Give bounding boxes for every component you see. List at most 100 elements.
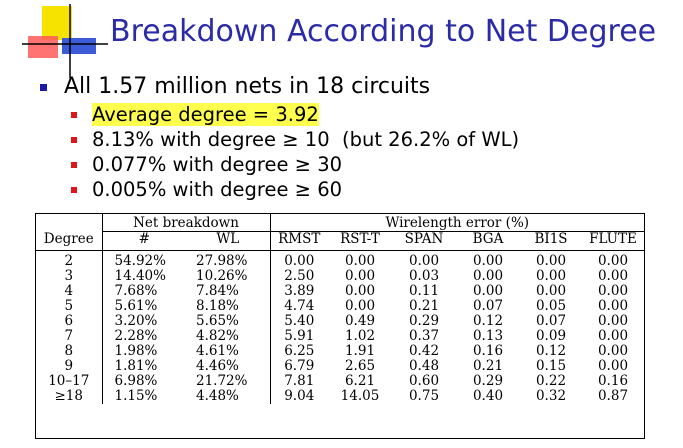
table-cell: 3.20% (114, 313, 158, 329)
table-cell: 0.05 (535, 298, 567, 314)
table-cell: 9 (36, 359, 103, 374)
table-header-cell: BI1S (520, 231, 582, 251)
table-cell: 0.03 (408, 268, 440, 284)
table-cell: 14.40% (114, 268, 166, 284)
table-row: 7 2.28% 4.82% 5.91 1.02 0.37 0.13 0.09 0.00 (36, 329, 644, 344)
table-cell: 6.98% (114, 373, 158, 389)
table-cell: 4 (36, 284, 103, 299)
table-cell: 4.74 (284, 298, 315, 314)
table-cell: 0.22 (535, 373, 567, 389)
table-cell: 0.00 (535, 283, 567, 299)
table-header-cell: BGA (456, 231, 520, 251)
table-cell: 0.15 (535, 358, 567, 374)
table-cell: 0.60 (408, 373, 440, 389)
table-cell: 0.00 (535, 253, 567, 269)
table-cell: 2 (36, 254, 103, 269)
table-row: 6 3.20% 5.65% 5.40 0.49 0.29 0.12 0.07 0.00 (36, 314, 644, 329)
table-cell: 0.00 (597, 313, 629, 329)
table-cell: 27.98% (186, 254, 271, 269)
sub-bullet: 0.005% with degree ≥ 60 (40, 177, 519, 202)
table-cell: 0.00 (597, 298, 629, 314)
sub-bullet: 0.077% with degree ≥ 30 (40, 152, 519, 177)
table-row: 8 1.98% 4.61% 6.25 1.91 0.42 0.16 0.12 0.00 (36, 344, 644, 359)
table-header-empty (36, 214, 103, 232)
table-cell: 7.84% (186, 284, 271, 299)
sub-bullet: Average degree = 3.92 (40, 102, 519, 127)
table-cell: 10–17 (36, 374, 103, 389)
table-cell: 0.11 (408, 283, 440, 299)
table-cell: 5.91 (284, 328, 315, 344)
table-cell: 0.16 (472, 343, 504, 359)
table-cell: 8.18% (186, 299, 271, 314)
table-cell: 0.21 (472, 358, 504, 374)
sub-bullet-text: 0.005% with degree ≥ 60 (92, 178, 343, 201)
table-cell: 3 (36, 269, 103, 284)
table-row: 3 14.40% 10.26% 2.50 0.00 0.03 0.00 0.00 0.00 (36, 269, 644, 284)
table-gap-row (36, 250, 644, 254)
table-cell: 0.40 (472, 388, 504, 404)
table-row: ≥18 1.15% 4.48% 9.04 14.05 0.75 0.40 0.32 0.87 (36, 389, 644, 404)
table-row: 5 5.61% 8.18% 4.74 0.00 0.21 0.07 0.05 0.00 (36, 299, 644, 314)
table-row: 10–17 6.98% 21.72% 7.81 6.21 0.60 0.29 0.22 0.16 (36, 374, 644, 389)
logo-yellow-square (42, 6, 72, 40)
table-cell: 5.65% (186, 314, 271, 329)
table-gap-cell (36, 250, 103, 254)
table-group-header-wl: Wirelength error (%) (270, 214, 644, 232)
table-cell: 0.13 (472, 328, 504, 344)
table-cell: 0.75 (408, 388, 440, 404)
logo-blue-square (62, 38, 96, 54)
table-header-cell: WL (186, 231, 271, 251)
table-cell: 0.00 (597, 358, 629, 374)
table-cell: 0.00 (597, 328, 629, 344)
sub-bullet-square-icon (71, 112, 77, 118)
table-cell: 6 (36, 314, 103, 329)
table-cell: 0.00 (597, 268, 629, 284)
table-cell: 7.81 (284, 373, 315, 389)
table-cell: 1.98% (114, 343, 158, 359)
table-cell: 0.42 (408, 343, 440, 359)
bullet-main: All 1.57 million nets in 18 circuits (40, 72, 519, 102)
table-header-cell: RMST (270, 231, 328, 251)
table-cell: 4.61% (186, 344, 271, 359)
table-row: 4 7.68% 7.84% 3.89 0.00 0.11 0.00 0.00 0.00 (36, 284, 644, 299)
table-cell: 0.12 (535, 343, 567, 359)
table-cell: 0.12 (472, 313, 504, 329)
sub-bullet-square-icon (71, 137, 77, 143)
table-cell: 5 (36, 299, 103, 314)
table-cell: 14.05 (340, 388, 380, 404)
table-cell: 2.65 (344, 358, 376, 374)
table-cell: 0.37 (408, 328, 440, 344)
table-cell: 0.07 (535, 313, 567, 329)
table-cell: 6.21 (344, 373, 376, 389)
table-cell: 0.00 (408, 253, 440, 269)
table-cell: 7 (36, 329, 103, 344)
table-cell: 0.87 (597, 388, 629, 404)
table-cell: 10.26% (186, 269, 271, 284)
table-cell: 0.29 (408, 313, 440, 329)
table-cell: 5.61% (114, 298, 158, 314)
table-cell: 0.09 (535, 328, 567, 344)
sub-bullet-text: 8.13% with degree ≥ 10 (but 26.2% of WL) (92, 128, 520, 151)
table-cell: 0.00 (597, 283, 629, 299)
table-cell: 1.15% (114, 388, 158, 404)
table-header-cell: # (102, 231, 186, 251)
table-cell: 0.48 (408, 358, 440, 374)
table-body: 2 54.92% 27.98% 0.00 0.00 0.00 0.00 0.00 0.00 3 14… (36, 250, 644, 404)
table-cell: 0.00 (472, 268, 504, 284)
net-degree-table: Net breakdown Wirelength error (%) Degre… (35, 213, 645, 439)
table-cell: 54.92% (114, 253, 166, 269)
table-cell: 0.49 (344, 313, 376, 329)
table-row: 9 1.81% 4.46% 6.79 2.65 0.48 0.21 0.15 0.00 (36, 359, 644, 374)
table-cell: 0.00 (535, 268, 567, 284)
table-cell: 0.00 (597, 343, 629, 359)
table-cell: 0.00 (284, 253, 315, 269)
table-cell: 6.25 (284, 343, 315, 359)
sub-bullet-square-icon (71, 162, 77, 168)
bullet-main-text: All 1.57 million nets in 18 circuits (64, 74, 431, 99)
bullet-list: All 1.57 million nets in 18 circuits Ave… (40, 72, 519, 202)
table-cell: 4.82% (186, 329, 271, 344)
table-cell: 3.89 (284, 283, 315, 299)
table-cell: 1.02 (344, 328, 376, 344)
table-cell: 2.28% (114, 328, 158, 344)
table-cell: 0.29 (472, 373, 504, 389)
